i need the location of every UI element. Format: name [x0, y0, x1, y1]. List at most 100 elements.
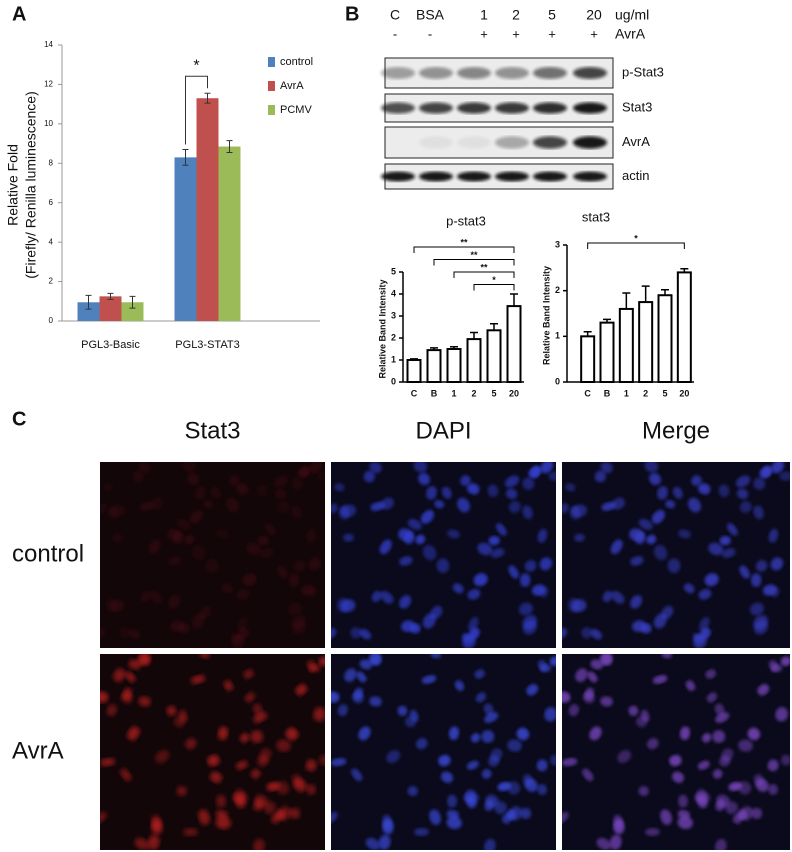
nucleus: [273, 475, 289, 488]
nucleus: [259, 748, 272, 762]
nucleus: [678, 529, 691, 539]
treatment-sign: +: [590, 26, 598, 41]
nucleus: [291, 505, 302, 520]
x-tick-label: B: [431, 388, 438, 398]
nucleus: [667, 558, 681, 573]
nucleus: [590, 659, 604, 670]
nucleus: [750, 573, 762, 588]
legend-label: AvrA: [280, 80, 304, 92]
nucleus: [490, 548, 505, 559]
bar: [406, 359, 422, 383]
nucleus: [109, 504, 126, 517]
nucleus: [121, 691, 133, 704]
nucleus: [178, 709, 188, 722]
nucleus: [209, 771, 223, 783]
nucleus: [448, 726, 460, 740]
nucleus: [698, 483, 711, 495]
nucleus: [677, 816, 693, 830]
nucleus: [239, 733, 250, 743]
nucleus: [252, 703, 263, 716]
nucleus: [757, 684, 770, 696]
nucleus: [481, 769, 492, 779]
x-tick-label: 20: [679, 388, 689, 398]
lane-label: 20: [586, 7, 602, 23]
nucleus: [379, 539, 392, 555]
nucleus: [755, 778, 769, 792]
nucleus: [149, 591, 163, 604]
nucleus: [166, 705, 177, 717]
nucleus: [139, 655, 151, 666]
nucleus: [647, 738, 659, 750]
nucleus: [441, 486, 452, 499]
nucleus: [522, 615, 538, 630]
nucleus: [446, 816, 462, 830]
nucleus: [236, 588, 250, 600]
error-bar: [622, 292, 631, 309]
nucleus: [149, 497, 163, 510]
nucleus: [259, 548, 274, 559]
nucleus: [358, 726, 371, 741]
nucleus: [753, 477, 766, 490]
x-tick-label: C: [584, 388, 591, 398]
significance-bracket: [453, 271, 515, 278]
micrograph: [331, 462, 556, 648]
nucleus: [549, 754, 556, 766]
x-tick-label: C: [411, 388, 418, 398]
blot-band: [419, 136, 453, 149]
x-tick-label: 2: [471, 388, 476, 398]
blot-row-label: p-Stat3: [622, 64, 664, 79]
nucleus: [217, 726, 229, 740]
y-tick-label: 2: [49, 277, 54, 286]
nucleus: [253, 838, 265, 850]
nucleus: [243, 669, 254, 679]
nucleus: [250, 769, 261, 779]
nucleus: [771, 462, 785, 474]
nucleus: [506, 809, 517, 820]
nucleus: [539, 586, 549, 598]
nucleus: [698, 588, 712, 600]
nucleus: [221, 583, 233, 594]
nucleus: [414, 827, 429, 837]
nucleus: [183, 827, 198, 837]
nucleus: [195, 485, 206, 500]
nucleus: [590, 628, 603, 640]
nucleus: [505, 488, 518, 500]
nucleus: [242, 573, 257, 587]
nucleus: [205, 558, 219, 573]
nucleus: [589, 726, 602, 741]
nucleus: [288, 573, 300, 588]
nucleus: [138, 462, 151, 474]
y-axis-label: (Firefly/ Renilla luminescence): [23, 91, 39, 279]
nucleus: [343, 533, 354, 542]
legend-label: control: [280, 56, 313, 68]
nucleus: [119, 627, 131, 639]
nucleus: [635, 531, 646, 545]
nucleus: [155, 750, 170, 764]
nucleus: [583, 691, 595, 704]
y-tick-label: 2: [555, 285, 560, 295]
nucleus: [306, 784, 317, 795]
y-tick-label: 3: [555, 239, 560, 249]
nucleus: [436, 558, 450, 573]
y-tick-label: 1: [391, 354, 396, 364]
error-bar: [641, 285, 650, 303]
nucleus: [331, 757, 347, 767]
nucleus: [582, 768, 594, 782]
nucleus: [308, 557, 322, 571]
nucleus: [704, 573, 719, 587]
nucleus: [237, 616, 248, 632]
nucleus: [705, 669, 716, 679]
nucleus: [199, 654, 211, 659]
nucleus: [382, 819, 394, 835]
nucleus: [497, 781, 512, 791]
nucleus: [780, 754, 790, 766]
nucleus: [661, 654, 673, 659]
nucleus: [524, 560, 537, 572]
nucleus: [770, 586, 780, 598]
nucleus: [184, 534, 195, 545]
significance-bracket: [587, 242, 685, 249]
row-label: AvrA: [12, 737, 64, 764]
nucleus: [331, 503, 338, 514]
nucleus: [508, 565, 519, 579]
